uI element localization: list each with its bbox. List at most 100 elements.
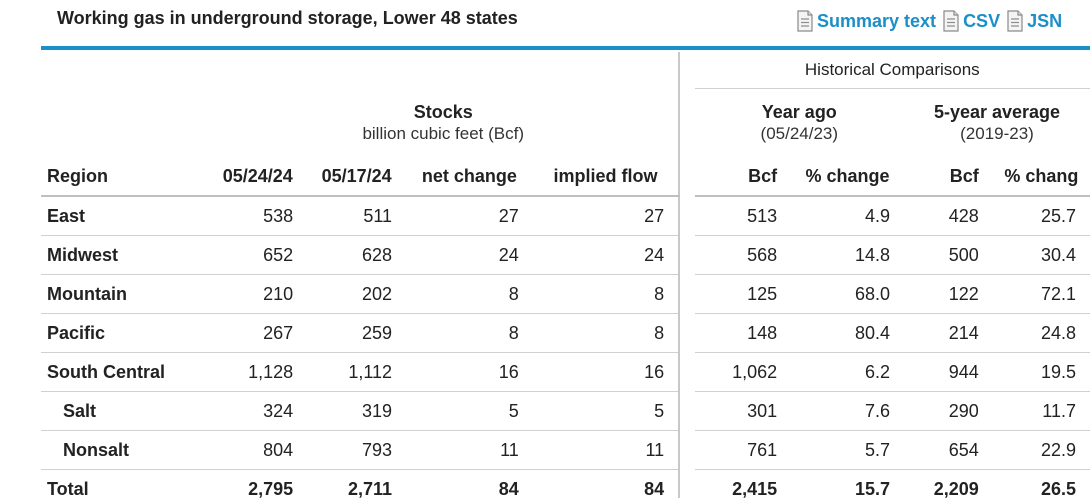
cell-flow: 11 bbox=[532, 430, 680, 470]
five-year-subtitle: (2019-23) bbox=[960, 124, 1034, 143]
cell-prev: 793 bbox=[307, 430, 407, 470]
cell-flow: 16 bbox=[532, 352, 680, 392]
cell-flow: 27 bbox=[532, 196, 680, 236]
table-row: Mountain 210 202 8 8 125 68.0 122 72.1 bbox=[41, 274, 1090, 314]
cell-cur: 804 bbox=[208, 430, 308, 470]
current-week-column-header: 05/24/24 bbox=[208, 157, 308, 197]
cell-prev: 2,711 bbox=[307, 469, 407, 498]
cell-fy-pct: 72.1 bbox=[992, 274, 1090, 314]
year-ago-title: Year ago bbox=[761, 102, 837, 122]
stocks-subtitle: billion cubic feet (Bcf) bbox=[362, 123, 525, 143]
implied-flow-column-header: implied flow bbox=[532, 157, 680, 197]
cell-fy-bcf: 500 bbox=[903, 235, 993, 275]
table-body: East 538 511 27 27 513 4.9 428 25.7 Midwest 652 628… bbox=[41, 196, 1090, 498]
cell-fy-pct: 24.8 bbox=[992, 313, 1090, 353]
storage-table: Historical Comparisons Stocks billion cu… bbox=[41, 52, 1090, 498]
cell-ya-pct: 15.7 bbox=[791, 469, 904, 498]
total-row: Total 2,795 2,711 84 84 2,415 15.7 2,209 26.5 bbox=[41, 469, 1090, 498]
cell-prev: 202 bbox=[307, 274, 407, 314]
cell-ya-bcf: 1,062 bbox=[694, 352, 792, 392]
historical-header-row: Historical Comparisons bbox=[41, 52, 1090, 89]
summary-text-link[interactable]: Summary text bbox=[796, 10, 936, 32]
cell-fy-pct: 19.5 bbox=[992, 352, 1090, 392]
table-row: South Central 1,128 1,112 16 16 1,062 6.2 944 19… bbox=[41, 352, 1090, 392]
cell-net: 8 bbox=[406, 313, 533, 353]
cell-fy-pct: 25.7 bbox=[992, 196, 1090, 236]
region-label: Mountain bbox=[41, 274, 209, 314]
cell-net: 8 bbox=[406, 274, 533, 314]
cell-prev: 628 bbox=[307, 235, 407, 275]
cell-cur: 1,128 bbox=[208, 352, 308, 392]
cell-fy-bcf: 290 bbox=[903, 391, 993, 431]
region-column-header: Region bbox=[41, 157, 209, 197]
historical-comparisons-label: Historical Comparisons bbox=[694, 52, 1090, 89]
cell-prev: 511 bbox=[307, 196, 407, 236]
cell-ya-pct: 5.7 bbox=[791, 430, 904, 470]
csv-label[interactable]: CSV bbox=[963, 10, 1001, 31]
cell-net: 5 bbox=[406, 391, 533, 431]
document-icon bbox=[943, 10, 959, 32]
cell-fy-pct: 11.7 bbox=[992, 391, 1090, 431]
table-row: Salt 324 319 5 5 301 7.6 290 11.7 bbox=[41, 391, 1090, 431]
cell-ya-bcf: 761 bbox=[694, 430, 792, 470]
cell-cur: 652 bbox=[208, 235, 308, 275]
cell-flow: 8 bbox=[532, 274, 680, 314]
cell-net: 27 bbox=[406, 196, 533, 236]
document-icon bbox=[797, 10, 813, 32]
cell-fy-bcf: 654 bbox=[903, 430, 993, 470]
region-label: Salt bbox=[41, 391, 209, 431]
summary-text-label[interactable]: Summary text bbox=[817, 10, 937, 31]
json-link[interactable]: JSN bbox=[1006, 10, 1062, 32]
cell-flow: 5 bbox=[532, 391, 680, 431]
table-row: Nonsalt 804 793 11 11 761 5.7 654 22.9 bbox=[41, 430, 1090, 470]
five-year-title: 5-year average bbox=[933, 102, 1061, 122]
cell-flow: 24 bbox=[532, 235, 680, 275]
cell-cur: 324 bbox=[208, 391, 308, 431]
cell-net: 11 bbox=[406, 430, 533, 470]
five-year-pct-column-header: % chang bbox=[992, 157, 1090, 197]
cell-cur: 2,795 bbox=[208, 469, 308, 498]
document-icon bbox=[1007, 10, 1023, 32]
stocks-group-header: Stocks billion cubic feet (Bcf) bbox=[208, 89, 679, 158]
cell-ya-bcf: 2,415 bbox=[694, 469, 792, 498]
region-label: Pacific bbox=[41, 313, 209, 353]
table-row: East 538 511 27 27 513 4.9 428 25.7 bbox=[41, 196, 1090, 236]
region-label: South Central bbox=[41, 352, 209, 392]
stocks-title: Stocks bbox=[413, 101, 473, 122]
cell-fy-bcf: 944 bbox=[903, 352, 993, 392]
json-label[interactable]: JSN bbox=[1027, 10, 1063, 31]
cell-fy-bcf: 122 bbox=[903, 274, 993, 314]
cell-fy-pct: 26.5 bbox=[992, 469, 1090, 498]
year-ago-group-header: Year ago (05/24/23) bbox=[695, 89, 904, 158]
cell-ya-bcf: 148 bbox=[694, 313, 792, 353]
cell-flow: 8 bbox=[532, 313, 680, 353]
cell-ya-bcf: 301 bbox=[694, 391, 792, 431]
cell-ya-bcf: 513 bbox=[694, 196, 792, 236]
cell-cur: 267 bbox=[208, 313, 308, 353]
cell-prev: 259 bbox=[307, 313, 407, 353]
cell-fy-bcf: 214 bbox=[903, 313, 993, 353]
cell-ya-pct: 14.8 bbox=[791, 235, 904, 275]
five-year-bcf-column-header: Bcf bbox=[903, 157, 993, 197]
region-label: Total bbox=[41, 469, 209, 498]
page-title: Working gas in underground storage, Lowe… bbox=[57, 8, 518, 28]
download-links: Summary text CSV JSN bbox=[796, 10, 1068, 32]
year-ago-subtitle: (05/24/23) bbox=[760, 124, 839, 143]
cell-ya-bcf: 125 bbox=[694, 274, 792, 314]
cell-flow: 84 bbox=[532, 469, 680, 498]
cell-net: 24 bbox=[406, 235, 533, 275]
group-header-row: Stocks billion cubic feet (Bcf) Year ago… bbox=[41, 88, 1090, 158]
cell-cur: 210 bbox=[208, 274, 308, 314]
cell-prev: 1,112 bbox=[307, 352, 407, 392]
previous-week-column-header: 05/17/24 bbox=[307, 157, 407, 197]
column-header-row: Region 05/24/24 05/17/24 net change impl… bbox=[41, 157, 1090, 197]
cell-ya-pct: 80.4 bbox=[791, 313, 904, 353]
table-row: Pacific 267 259 8 8 148 80.4 214 24.8 bbox=[41, 313, 1090, 353]
region-label: Midwest bbox=[41, 235, 209, 275]
cell-net: 16 bbox=[406, 352, 533, 392]
csv-link[interactable]: CSV bbox=[942, 10, 1000, 32]
cell-fy-pct: 30.4 bbox=[992, 235, 1090, 275]
cell-ya-pct: 4.9 bbox=[791, 196, 904, 236]
cell-ya-bcf: 568 bbox=[694, 235, 792, 275]
